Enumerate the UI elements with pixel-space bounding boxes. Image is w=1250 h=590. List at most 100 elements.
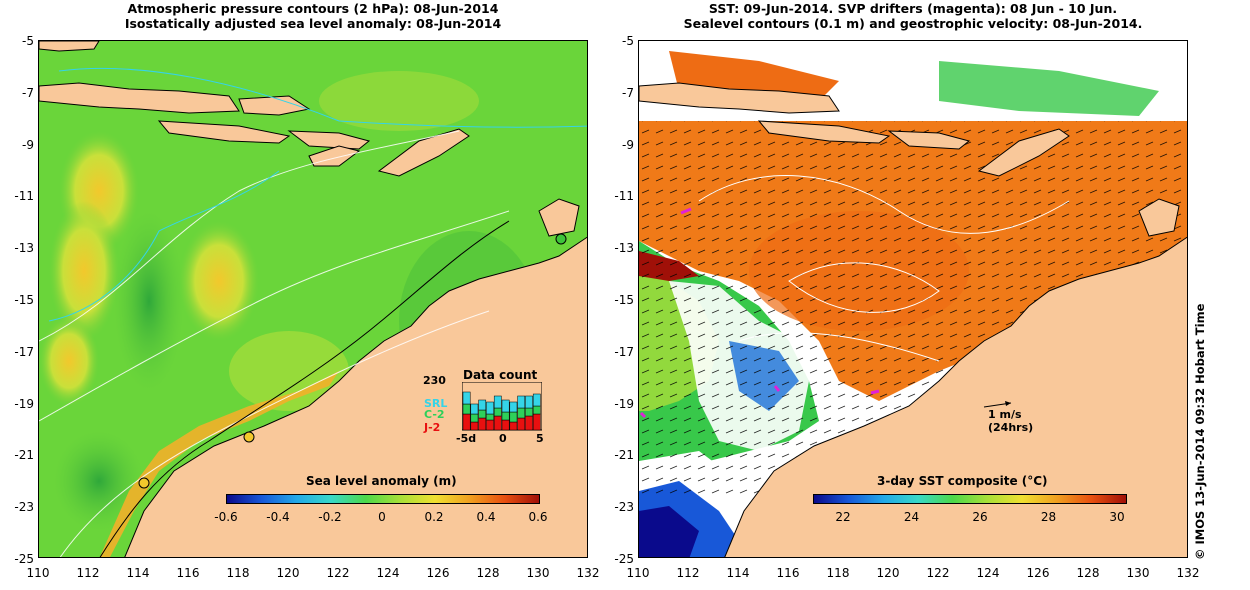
left-colorbar-tick: -0.2: [318, 510, 342, 524]
data-count-label-j2: J-2: [424, 421, 441, 434]
left-colorbar-tick: 0.2: [424, 510, 444, 524]
left-xtick-label: 120: [276, 566, 300, 580]
left-ytick-label: -23: [14, 500, 34, 515]
data-count-bar: [525, 395, 533, 409]
right-colorbar-tick: 28: [1040, 510, 1057, 524]
sst-map: [638, 40, 1188, 558]
right-xtick-label: 114: [726, 566, 750, 580]
right-xtick-label: 112: [676, 566, 700, 580]
left-xtick-label: 132: [576, 566, 600, 580]
right-ytick-label: -19: [614, 396, 634, 411]
left-ytick-label: -15: [14, 293, 34, 307]
right-xtick-label: 124: [976, 566, 1000, 580]
data-count-bar: [470, 413, 479, 423]
data-count-xtick-start: -5d: [456, 432, 477, 445]
sst-colorbar: [813, 494, 1127, 504]
data-count-xtick-mid: 0: [499, 432, 507, 445]
data-count-bar: [486, 413, 494, 421]
data-count-bar: [509, 421, 518, 431]
data-count-label-srl: SRL: [424, 397, 448, 410]
data-count-bar: [532, 413, 541, 431]
left-ytick-label: -9: [22, 137, 34, 152]
left-title-line2: Isostatically adjusted sea level anomaly…: [124, 16, 502, 31]
right-xtick-label: 132: [1176, 566, 1200, 580]
data-count-histogram: [462, 382, 542, 431]
right-ytick-label: -9: [622, 137, 634, 152]
data-count-bar: [525, 407, 533, 417]
sea-level-anomaly-map: [38, 40, 588, 558]
right-ytick-label: -13: [614, 241, 634, 256]
left-ytick-label: -13: [14, 241, 34, 256]
data-count-bar: [532, 393, 541, 407]
left-ytick-label: -19: [14, 396, 34, 411]
data-count-bar: [517, 417, 526, 431]
right-colorbar-tick: 22: [835, 510, 851, 524]
right-ytick-label: -7: [622, 85, 634, 100]
left-ytick-label: -25: [14, 552, 34, 566]
sea-level-colorbar: [226, 494, 540, 504]
right-title-line2: Sealevel contours (0.1 m) and geostrophi…: [683, 16, 1143, 31]
left-xtick-label: 110: [26, 566, 50, 580]
left-colorbar-title: Sea level anomaly (m): [306, 474, 457, 488]
data-count-title: Data count: [463, 368, 538, 382]
right-xtick-label: 116: [776, 566, 800, 580]
right-colorbar-title: 3-day SST composite (°C): [877, 474, 1048, 488]
data-count-bar: [493, 395, 502, 409]
left-title-line1: Atmospheric pressure contours (2 hPa): 0…: [127, 1, 499, 16]
data-count-bar: [509, 401, 518, 413]
data-count-bar: [486, 401, 494, 415]
data-count-bar: [478, 409, 487, 419]
data-count-bar: [501, 419, 510, 431]
left-xtick-label: 124: [376, 566, 400, 580]
data-count-bar: [493, 407, 502, 417]
data-count-label-c2: C-2: [424, 408, 445, 421]
left-xtick-label: 116: [176, 566, 200, 580]
left-colorbar-tick: -0.4: [266, 510, 290, 524]
data-count-bar: [486, 419, 494, 431]
data-count-max: 230: [423, 374, 446, 387]
left-colorbar-tick: 0.6: [528, 510, 548, 524]
data-count-bar: [525, 415, 533, 431]
right-title-line1: SST: 09-Jun-2014. SVP drifters (magenta)…: [708, 1, 1118, 16]
right-ytick-label: -23: [614, 500, 634, 515]
data-count-bar: [462, 403, 471, 415]
data-count-bar: [501, 399, 510, 413]
left-xtick-label: 122: [326, 566, 350, 580]
right-xtick-label: 126: [1026, 566, 1050, 580]
left-xtick-label: 126: [426, 566, 450, 580]
right-ytick-label: -5: [622, 34, 634, 48]
data-count-bar: [532, 405, 541, 415]
right-xtick-label: 110: [626, 566, 650, 580]
right-colorbar-tick: 24: [903, 510, 920, 524]
data-count-bar: [509, 411, 518, 423]
data-count-xtick-end: 5: [536, 432, 544, 445]
right-colorbar-tick: 26: [972, 510, 988, 524]
data-count-bar: [470, 403, 479, 415]
left-xtick-label: 130: [526, 566, 550, 580]
right-colorbar-tick: 30: [1109, 510, 1125, 524]
data-count-bar: [517, 407, 526, 419]
right-ytick-label: -17: [614, 344, 634, 359]
right-xtick-label: 130: [1126, 566, 1150, 580]
right-xtick-label: 118: [826, 566, 850, 580]
right-ytick-label: -11: [614, 189, 634, 204]
left-ytick-label: -21: [14, 448, 34, 463]
left-xtick-label: 112: [76, 566, 100, 580]
left-ytick-label: -7: [22, 85, 34, 100]
left-ytick-label: -17: [14, 344, 34, 359]
data-count-bar: [493, 415, 502, 431]
data-count-bar: [501, 411, 510, 421]
data-count-bar: [517, 395, 526, 409]
right-ytick-label: -21: [614, 448, 634, 463]
right-ytick-label: -15: [614, 293, 634, 307]
left-xtick-label: 114: [126, 566, 150, 580]
velocity-scale-label: 1 m/s: [988, 408, 1022, 421]
left-xtick-label: 128: [476, 566, 500, 580]
data-count-bar: [462, 413, 471, 431]
credit-text: © IMOS 13-Jun-2014 09:32 Hobart Time: [1193, 303, 1207, 560]
data-count-bar: [478, 399, 487, 411]
data-count-bar: [462, 391, 471, 405]
data-count-bar: [478, 417, 487, 431]
left-ytick-label: -5: [22, 34, 34, 48]
right-xtick-label: 128: [1076, 566, 1100, 580]
